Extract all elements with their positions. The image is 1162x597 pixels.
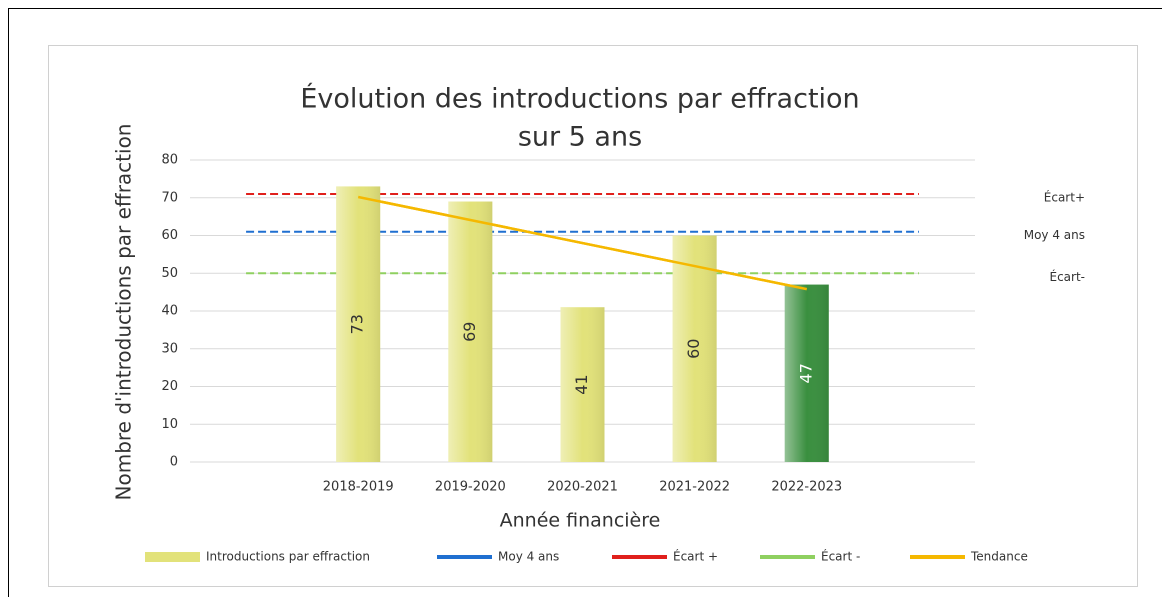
- y-tick-label: 30: [161, 341, 178, 356]
- outer-frame: [8, 8, 1162, 597]
- y-tick-label: 60: [161, 228, 178, 243]
- annotation: Écart-: [1049, 269, 1085, 284]
- y-tick-label: 50: [161, 266, 178, 281]
- legend-label: Écart +: [673, 549, 718, 564]
- data-label: 60: [684, 339, 703, 359]
- legend-label: Moy 4 ans: [498, 550, 559, 564]
- annotation: Écart+: [1044, 189, 1085, 204]
- x-axis-title: Année financière: [500, 510, 661, 532]
- legend-label: Introductions par effraction: [206, 550, 370, 564]
- bar-shade: [672, 235, 717, 462]
- trend-line: [357, 195, 808, 291]
- data-label: 47: [796, 363, 815, 383]
- y-tick-label: 70: [161, 190, 178, 205]
- data-label: 69: [460, 322, 479, 342]
- legend-label: Tendance: [970, 550, 1028, 564]
- x-tick-label: 2020-2021: [547, 480, 618, 495]
- chart-title: sur 5 ans: [518, 122, 642, 153]
- y-tick-label: 10: [161, 417, 178, 432]
- legend-label: Écart -: [821, 549, 860, 564]
- data-label: 73: [348, 314, 367, 334]
- annotation: Moy 4 ans: [1024, 228, 1085, 242]
- y-tick-label: 0: [170, 455, 178, 470]
- y-tick-label: 20: [161, 379, 178, 394]
- x-tick-label: 2019-2020: [435, 480, 506, 495]
- y-axis-title: Nombre d'introductions par effraction: [112, 124, 136, 501]
- data-label: 41: [572, 374, 591, 394]
- chart-title: Évolution des introductions par effracti…: [300, 83, 859, 115]
- y-tick-label: 40: [161, 304, 178, 319]
- bar-shade: [560, 307, 605, 462]
- bar-shade: [448, 201, 493, 462]
- y-tick-label: 80: [161, 153, 178, 168]
- x-tick-label: 2018-2019: [323, 480, 394, 495]
- x-tick-label: 2022-2023: [771, 480, 842, 495]
- bar-shade: [336, 186, 381, 463]
- bar-shade: [784, 284, 829, 462]
- x-tick-label: 2021-2022: [659, 480, 730, 495]
- legend-swatch: [145, 552, 200, 562]
